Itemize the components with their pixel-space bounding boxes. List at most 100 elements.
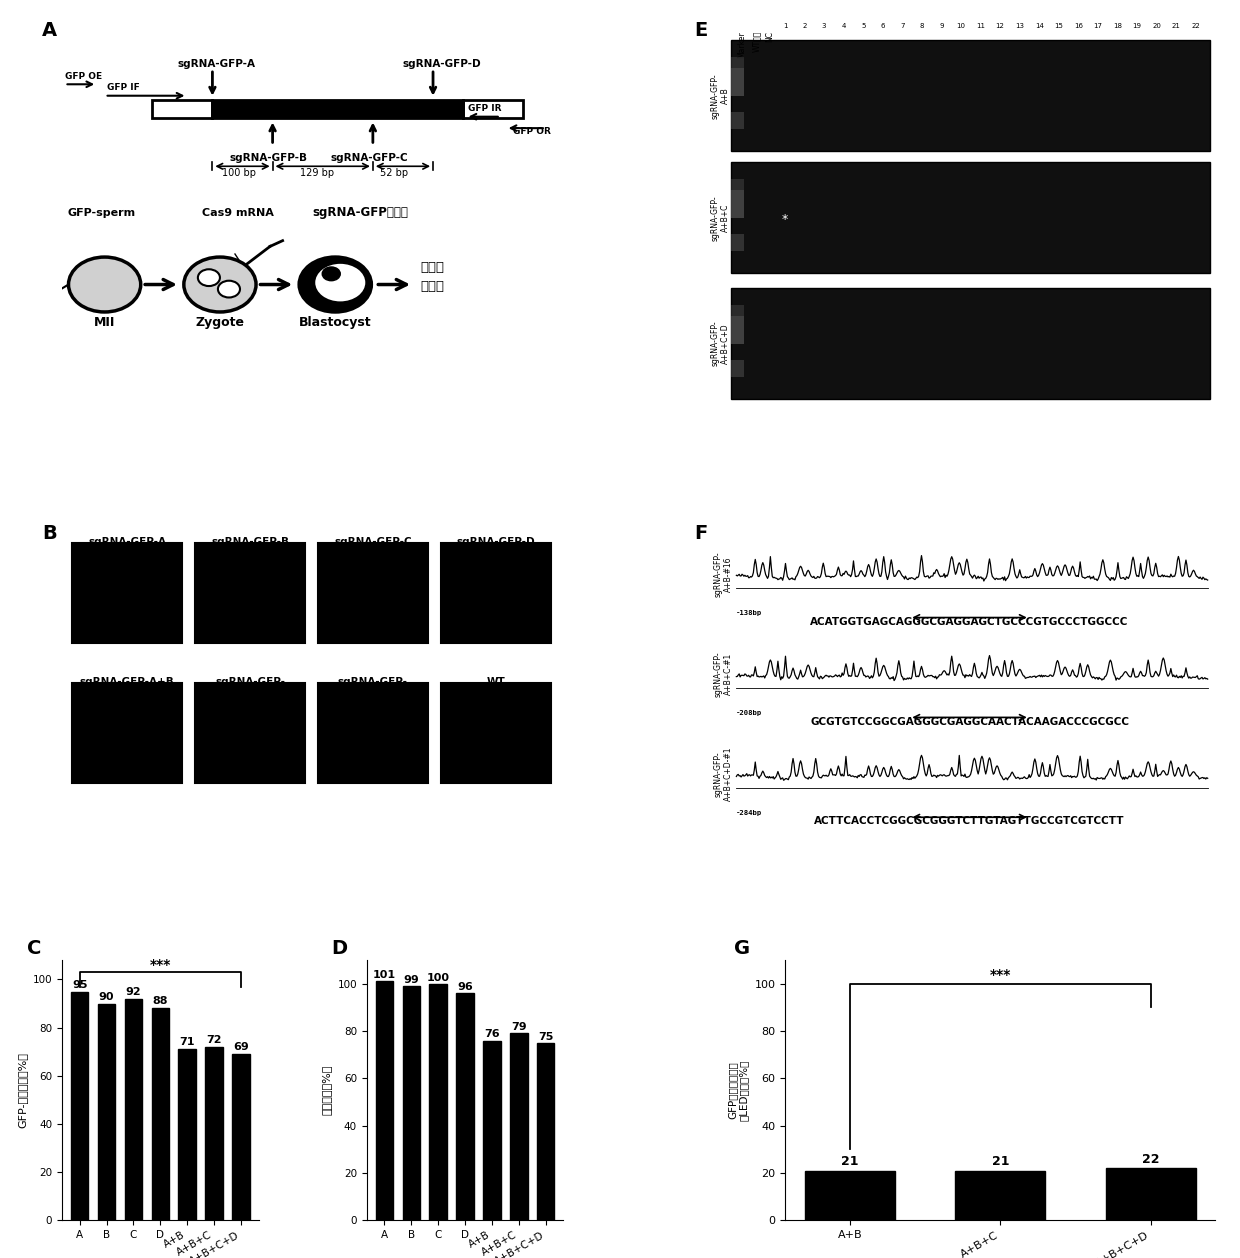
Bar: [732, 179, 744, 190]
Text: 71: 71: [180, 1038, 195, 1048]
Circle shape: [198, 269, 219, 286]
Text: sgRNA-GFP-B: sgRNA-GFP-B: [229, 152, 308, 162]
Text: sgRNA-GFP-
A+B+C-#1: sgRNA-GFP- A+B+C-#1: [713, 652, 733, 697]
Text: -284bp: -284bp: [737, 810, 763, 815]
Text: WT: WT: [486, 677, 505, 687]
Text: 79: 79: [511, 1023, 527, 1033]
Text: 19: 19: [1132, 23, 1142, 29]
Text: 12: 12: [996, 23, 1004, 29]
Text: C: C: [26, 940, 41, 959]
Bar: [732, 360, 744, 377]
Text: GFP OE: GFP OE: [64, 72, 102, 81]
Text: 75: 75: [538, 1032, 553, 1042]
Text: F: F: [693, 525, 707, 543]
Bar: [732, 112, 744, 128]
Text: ***: ***: [150, 957, 171, 971]
Text: 4: 4: [842, 23, 846, 29]
Text: sgRNA-GFP-
A+B: sgRNA-GFP- A+B: [711, 73, 729, 118]
Text: sgRNA-GFP-D: sgRNA-GFP-D: [456, 537, 534, 547]
Text: ACTTCACCTCGGCGCGGGTCTTGTAGTTGCCGTCGTCCTT: ACTTCACCTCGGCGCGGGTCTTGTAGTTGCCGTCGTCCTT: [815, 816, 1125, 827]
Text: sgRNA-GFP-
A+B+C+D: sgRNA-GFP- A+B+C+D: [711, 321, 729, 366]
Text: 21: 21: [1172, 23, 1180, 29]
Y-axis label: 囊胚比例（%）: 囊胚比例（%）: [322, 1066, 332, 1116]
Text: 1: 1: [782, 23, 787, 29]
Text: sgRNA-GFP-
A+B+C+D: sgRNA-GFP- A+B+C+D: [337, 677, 408, 698]
Text: GFP-sperm: GFP-sperm: [67, 208, 135, 218]
Circle shape: [68, 257, 140, 312]
Text: E: E: [693, 21, 707, 40]
Bar: [456, 994, 474, 1220]
Bar: [440, 683, 551, 784]
Bar: [317, 683, 428, 784]
Text: 14: 14: [1034, 23, 1044, 29]
Text: 5: 5: [861, 23, 866, 29]
Text: sgRNA-GFP-
A+B+C: sgRNA-GFP- A+B+C: [711, 195, 729, 240]
Text: *: *: [782, 214, 789, 226]
Text: Cas9 mRNA: Cas9 mRNA: [202, 208, 274, 218]
Text: 17: 17: [1094, 23, 1102, 29]
Text: GFP IR: GFP IR: [469, 104, 502, 113]
Text: Zygote: Zygote: [196, 317, 244, 330]
Circle shape: [218, 281, 241, 297]
Bar: [232, 1054, 249, 1220]
Text: 101: 101: [373, 970, 396, 980]
Text: 显微镜: 显微镜: [420, 262, 444, 274]
Text: sgRNA-GFP-A: sgRNA-GFP-A: [88, 537, 166, 547]
Text: 20: 20: [1152, 23, 1161, 29]
Bar: [1106, 1169, 1195, 1220]
Bar: [179, 1049, 196, 1220]
Text: 21: 21: [841, 1155, 859, 1169]
Bar: [98, 1004, 115, 1220]
Bar: [153, 101, 212, 118]
Text: ACATGGTGAGCAGGGCGAGGAGCTGCCCGTGCCCTGGCCC: ACATGGTGAGCAGGGCGAGGAGCTGCCCGTGCCCTGGCCC: [810, 616, 1128, 626]
Bar: [440, 543, 551, 643]
Bar: [732, 288, 1210, 399]
Text: B: B: [42, 525, 57, 543]
Bar: [403, 986, 420, 1220]
Text: 100 bp: 100 bp: [222, 167, 257, 177]
Bar: [376, 981, 393, 1220]
Text: 76: 76: [484, 1029, 500, 1039]
Text: G: G: [734, 940, 750, 959]
Circle shape: [314, 263, 366, 302]
Bar: [510, 1034, 527, 1220]
Text: 2: 2: [802, 23, 807, 29]
Bar: [732, 57, 744, 68]
Bar: [195, 683, 305, 784]
Text: sgRNA-GFP-A: sgRNA-GFP-A: [177, 59, 255, 69]
Bar: [195, 543, 305, 643]
Text: 90: 90: [99, 991, 114, 1001]
Bar: [732, 68, 744, 96]
Text: sgRNA-GFP-D: sgRNA-GFP-D: [403, 59, 481, 69]
Text: 92: 92: [125, 986, 141, 996]
Text: 13: 13: [1016, 23, 1024, 29]
Text: 129 bp: 129 bp: [300, 167, 335, 177]
Bar: [151, 1009, 169, 1220]
Text: 96: 96: [458, 982, 472, 993]
Text: 下观察: 下观察: [420, 281, 444, 293]
Text: ***: ***: [990, 969, 1011, 982]
Bar: [732, 162, 1210, 273]
Circle shape: [299, 257, 371, 312]
Text: sgRNA-GFP-
A+B+C: sgRNA-GFP- A+B+C: [215, 677, 285, 698]
Text: 3: 3: [822, 23, 826, 29]
Bar: [484, 1040, 501, 1220]
Text: GCGTGTCCGGCGAGGGCGAGGCAACTACAAGACCCGCGCC: GCGTGTCCGGCGAGGGCGAGGCAACTACAAGACCCGCGCC: [810, 717, 1128, 727]
Bar: [732, 190, 744, 218]
Text: 100: 100: [427, 972, 450, 982]
Text: 72: 72: [206, 1035, 222, 1045]
Text: 99: 99: [403, 975, 419, 985]
Text: 15: 15: [1054, 23, 1063, 29]
Text: -138bp: -138bp: [737, 610, 763, 616]
Text: sgRNA-GFP-
A+B+C+D-#1: sgRNA-GFP- A+B+C+D-#1: [713, 747, 733, 801]
Bar: [955, 1171, 1045, 1220]
Bar: [72, 683, 182, 784]
Text: sgRNA-GFP-C: sgRNA-GFP-C: [330, 152, 408, 162]
Text: 52 bp: 52 bp: [381, 167, 408, 177]
Bar: [72, 543, 182, 643]
Circle shape: [322, 267, 340, 281]
Text: sgRNA-GFP-
A+B-#16: sgRNA-GFP- A+B-#16: [713, 551, 733, 598]
Text: D: D: [331, 940, 347, 959]
Text: A: A: [42, 21, 57, 40]
Text: 69: 69: [233, 1042, 249, 1052]
